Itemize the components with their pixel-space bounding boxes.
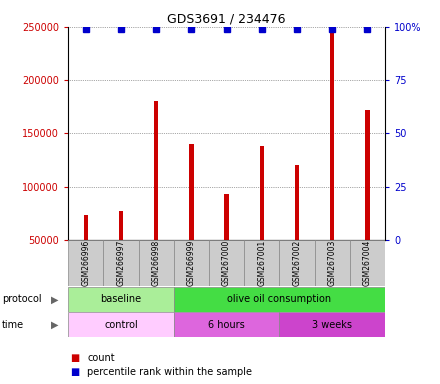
Bar [244, 240, 279, 286]
Bar [68, 312, 174, 337]
Bar [189, 144, 194, 293]
Text: GSM266998: GSM266998 [152, 240, 161, 286]
Text: control: control [104, 319, 138, 330]
Text: GSM267003: GSM267003 [328, 240, 337, 286]
Text: ▶: ▶ [51, 319, 59, 330]
Bar [350, 240, 385, 286]
Text: protocol: protocol [2, 294, 42, 305]
Bar [119, 211, 123, 293]
Text: GSM266996: GSM266996 [81, 240, 90, 286]
Bar [295, 166, 299, 293]
Bar [103, 240, 139, 286]
Bar [154, 101, 158, 293]
Bar [68, 287, 174, 312]
Text: ▶: ▶ [51, 294, 59, 305]
Bar [84, 215, 88, 293]
Bar [365, 110, 370, 293]
Text: GSM266999: GSM266999 [187, 240, 196, 286]
Text: GSM266997: GSM266997 [117, 240, 125, 286]
Text: GSM267001: GSM267001 [257, 240, 266, 286]
Text: 6 hours: 6 hours [208, 319, 245, 330]
Text: GSM267000: GSM267000 [222, 240, 231, 286]
Bar [330, 30, 334, 293]
Bar [174, 287, 385, 312]
Bar [260, 146, 264, 293]
Bar [209, 240, 244, 286]
Text: 3 weeks: 3 weeks [312, 319, 352, 330]
Bar [279, 240, 315, 286]
Bar [174, 240, 209, 286]
Text: count: count [87, 353, 115, 363]
Bar [139, 240, 174, 286]
Text: GSM267002: GSM267002 [293, 240, 301, 286]
Bar [224, 194, 229, 293]
Title: GDS3691 / 234476: GDS3691 / 234476 [167, 13, 286, 26]
Text: time: time [2, 319, 24, 330]
Bar [315, 240, 350, 286]
Bar [68, 240, 103, 286]
Text: GSM267004: GSM267004 [363, 240, 372, 286]
Text: olive oil consumption: olive oil consumption [227, 294, 331, 305]
Bar [174, 312, 279, 337]
Text: ■: ■ [70, 367, 80, 377]
Text: ■: ■ [70, 353, 80, 363]
Bar [279, 312, 385, 337]
Text: percentile rank within the sample: percentile rank within the sample [87, 367, 252, 377]
Text: baseline: baseline [100, 294, 142, 305]
